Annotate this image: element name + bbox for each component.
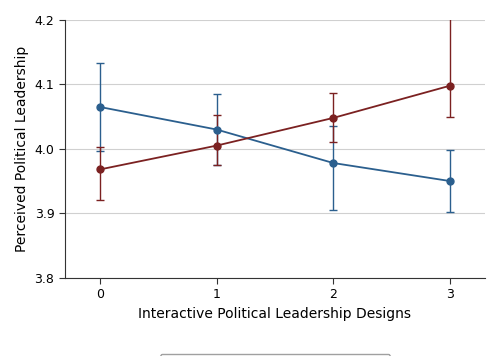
Legend: Imbalanced, Balanced: Imbalanced, Balanced xyxy=(160,354,390,356)
X-axis label: Interactive Political Leadership Designs: Interactive Political Leadership Designs xyxy=(138,307,411,321)
Y-axis label: Perceived Political Leadership: Perceived Political Leadership xyxy=(15,46,29,252)
